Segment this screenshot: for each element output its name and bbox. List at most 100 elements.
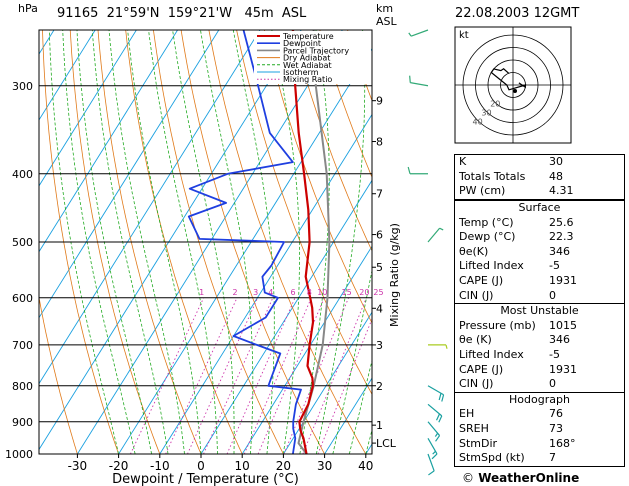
wind-barb-half-flag xyxy=(439,227,444,231)
wind-barbs xyxy=(407,29,448,476)
km-tick-label: 5 xyxy=(376,261,383,274)
mixing-ratio-line xyxy=(130,297,205,454)
surface-row: CAPE (J) 1931 xyxy=(455,274,624,289)
wet-adiabat-line xyxy=(62,30,136,454)
km-tick-label: 4 xyxy=(376,302,383,315)
mu-label: θe (K) xyxy=(459,333,492,347)
mixing-ratio-axis-label: Mixing Ratio (g/kg) xyxy=(388,223,401,327)
wet-adiabat-line xyxy=(271,30,300,454)
wind-barb-half-flag xyxy=(445,344,448,349)
surface-label: Lifted Index xyxy=(459,259,524,273)
isotherm-line xyxy=(241,245,372,454)
surface-label: Temp (°C) xyxy=(459,215,514,229)
wet-adiabat-line xyxy=(232,30,275,454)
mixing-ratio-line xyxy=(243,297,312,454)
mu-value: 1015 xyxy=(549,318,577,332)
mu-row: Lifted Index -5 xyxy=(455,348,624,363)
surface-title: Surface xyxy=(518,201,561,214)
pressure-tick-label: 800 xyxy=(12,380,33,393)
surface-row: Lifted Index -5 xyxy=(455,259,624,274)
hodo-row: EH 76 xyxy=(455,407,624,422)
hodo-row: StmDir 168° xyxy=(455,437,624,452)
km-tick-label: 9 xyxy=(376,95,383,108)
surface-value: 1931 xyxy=(549,273,577,287)
temperature-tick-label: 20 xyxy=(276,459,291,473)
mu-label: CAPE (J) xyxy=(459,362,504,376)
index-value: 4.31 xyxy=(549,184,574,198)
surface-label: CIN (J) xyxy=(459,288,494,302)
km-tick-label: 7 xyxy=(376,188,383,201)
hodo-row: SREH 73 xyxy=(455,422,624,437)
background-lines xyxy=(39,30,372,454)
copyright-symbol: © xyxy=(462,471,474,485)
surface-value: 25.6 xyxy=(549,215,574,229)
wet-adiabat-line xyxy=(127,30,202,454)
mixing-ratio-label: 2 xyxy=(232,288,237,297)
mixing-ratio-label: 10 xyxy=(317,288,327,297)
hodo-row: StmSpd (kt) 7 xyxy=(455,451,624,466)
temperature-tick-label: 30 xyxy=(317,459,332,473)
surface-value: 0 xyxy=(549,288,556,302)
dry-adiabat-line xyxy=(319,30,372,179)
mu-row: CIN (J) 0 xyxy=(455,377,624,392)
index-label: Totals Totals xyxy=(459,169,526,183)
dry-adiabat-line xyxy=(39,295,78,454)
mixing-ratio-line xyxy=(302,297,367,454)
km-tick-label: 8 xyxy=(376,136,383,149)
legend-label: Mixing Ratio xyxy=(283,75,332,84)
surface-value: 22.3 xyxy=(549,230,574,244)
hodo-label: SREH xyxy=(459,421,489,435)
credit-text: WeatherOnline xyxy=(478,471,580,485)
mixing-ratio-label: 20 xyxy=(359,288,369,297)
mixing-ratio-label: 1 xyxy=(199,288,204,297)
dry-adiabat-line xyxy=(69,30,161,454)
mixing-ratio-line xyxy=(257,297,325,454)
dry-adiabat-line xyxy=(125,30,243,454)
hodograph-unit-label: kt xyxy=(459,30,469,41)
mu-value: 346 xyxy=(549,333,570,347)
mixing-ratio-label: 4 xyxy=(268,288,273,297)
profile-lines xyxy=(187,30,331,454)
wet-adiabat-line xyxy=(348,358,372,454)
wet-adiabat-line xyxy=(200,30,254,454)
hodograph-ring-label: 20 xyxy=(490,100,500,109)
dry-adiabat-line xyxy=(263,30,372,324)
temperature-tick-label: 10 xyxy=(235,459,250,473)
station-header: 91165 21°59'N 159°21'W 45m ASL xyxy=(57,6,307,21)
index-row-pw: PW (cm) 4.31 xyxy=(455,184,624,199)
datetime-header: 22.08.2003 12GMT xyxy=(455,6,580,21)
pressure-tick-label: 600 xyxy=(12,292,33,305)
hodograph-table-title: Hodograph xyxy=(455,391,624,408)
hodograph-ring-label: 30 xyxy=(481,109,491,118)
wind-barb-staff xyxy=(410,29,429,37)
surface-table: Surface Temp (°C) 25.6 Dewp (°C) 22.3 θe(K… xyxy=(454,200,625,467)
hodo-label: EH xyxy=(459,407,475,421)
mu-value: 1931 xyxy=(549,362,577,376)
surface-row: Temp (°C) 25.6 xyxy=(455,216,624,231)
km-unit-label: km xyxy=(376,2,393,15)
wet-adiabat-line xyxy=(48,30,119,454)
hodo-label: StmSpd (kt) xyxy=(459,451,525,465)
wind-barb-half-flag xyxy=(408,32,412,37)
credit: © WeatherOnline xyxy=(462,471,579,485)
axes: 1 2 3 4 6 8 10 15 20 253004005006007008009001000h… xyxy=(5,2,401,486)
hodo-value: 168° xyxy=(549,436,576,450)
index-label: K xyxy=(459,155,467,168)
mixing-ratio-label: 15 xyxy=(341,288,351,297)
pressure-tick-label: 700 xyxy=(12,339,33,352)
dry-adiabat-line xyxy=(42,30,119,454)
index-label: PW (cm) xyxy=(459,184,506,198)
isotherm-line xyxy=(39,30,96,121)
dry-adiabat-line xyxy=(236,30,372,395)
temperature-tick-label: 40 xyxy=(358,459,373,473)
surface-value: -5 xyxy=(549,259,560,273)
wet-adiabat-line xyxy=(76,30,152,454)
most-unstable-title: Most Unstable xyxy=(455,303,624,319)
x-axis-title: Dewpoint / Temperature (°C) xyxy=(112,472,299,486)
index-row-totals: Totals Totals 48 xyxy=(455,170,624,185)
mixing-ratio-label: 3 xyxy=(253,288,258,297)
legend-label: Dewpoint xyxy=(283,39,321,48)
mu-row: CAPE (J) 1931 xyxy=(455,363,624,378)
